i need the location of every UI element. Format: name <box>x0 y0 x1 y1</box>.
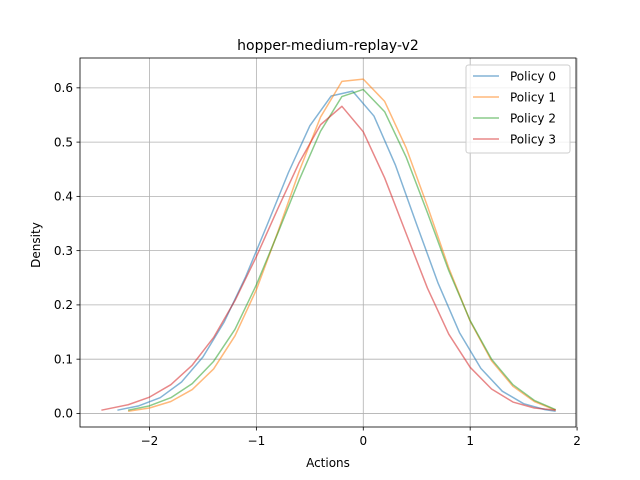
legend: Policy 0 Policy 1 Policy 2 Policy 3 <box>465 64 571 154</box>
y-tick-label: 0.0 <box>54 407 73 421</box>
x-axis-label: Actions <box>306 456 350 470</box>
y-tick-label: 0.6 <box>54 81 73 95</box>
x-tick-label: 1 <box>466 434 474 448</box>
series-lines <box>101 78 556 413</box>
chart-title: hopper-medium-replay-v2 <box>237 38 419 54</box>
legend-label-policy-2: Policy 2 <box>510 111 556 125</box>
axes: −2 −1 0 1 2 0.0 0.1 0.2 0.3 0.4 0.5 0.6 <box>54 57 581 448</box>
y-tick-label: 0.1 <box>54 352 73 366</box>
legend-label-policy-3: Policy 3 <box>510 132 556 146</box>
plot-frame <box>79 57 577 428</box>
legend-label-policy-1: Policy 1 <box>510 90 556 104</box>
y-tick-label: 0.4 <box>54 190 73 204</box>
x-tick-label: 0 <box>359 434 367 448</box>
series-line-policy-3 <box>101 105 556 411</box>
x-tick-label: 2 <box>573 434 581 448</box>
series-line-policy-2 <box>127 88 556 411</box>
y-axis-label: Density <box>29 222 43 268</box>
x-tick-label: −2 <box>141 434 159 448</box>
x-tick-label: −1 <box>248 434 266 448</box>
series-line-policy-0 <box>117 90 556 413</box>
y-tick-label: 0.2 <box>54 298 73 312</box>
y-tick-label: 0.3 <box>54 244 73 258</box>
legend-box <box>465 64 571 154</box>
y-tick-label: 0.5 <box>54 135 73 149</box>
legend-label-policy-0: Policy 0 <box>510 69 556 83</box>
